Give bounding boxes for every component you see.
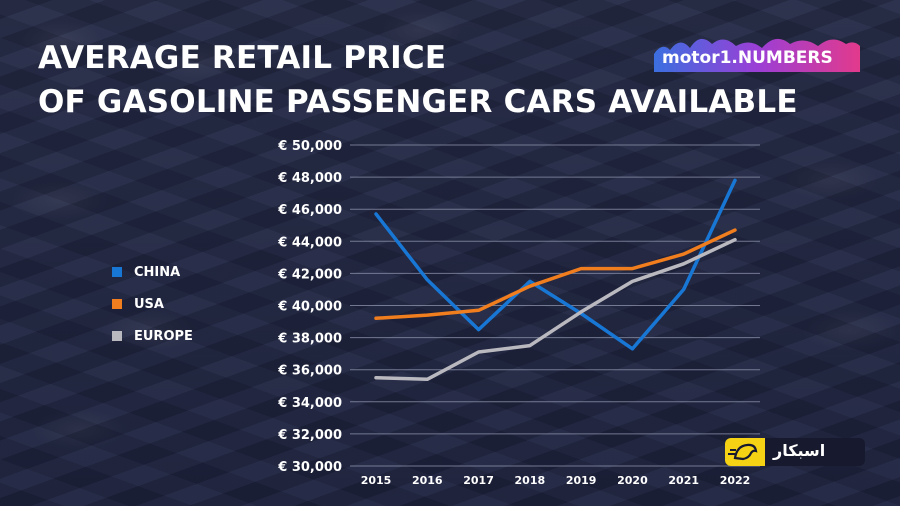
legend-label-usa: USA [134, 296, 164, 312]
x-tick-label: 2019 [566, 474, 597, 487]
legend-swatch-usa [112, 299, 122, 309]
legend-label-china: CHINA [134, 264, 181, 280]
horse-icon [725, 438, 765, 466]
watermark-text: اسبکار [773, 441, 826, 460]
x-tick-label: 2022 [720, 474, 751, 487]
y-axis-ticks: € 30,000 € 32,000 € 34,000 € 36,000 € 38,000… [277, 139, 342, 475]
legend-label-europe: EUROPE [134, 328, 193, 344]
logo-wave-graphic [654, 38, 860, 72]
y-tick-label: € 36,000 [277, 364, 342, 379]
y-tick-label: € 50,000 [277, 139, 342, 154]
watermark-badge: اسبکار [725, 438, 865, 466]
x-tick-label: 2016 [412, 474, 443, 487]
title-line-1: AVERAGE RETAIL PRICE [38, 40, 447, 76]
y-tick-label: € 40,000 [277, 300, 342, 315]
x-tick-label: 2018 [515, 474, 546, 487]
legend-item-europe: EUROPE [112, 320, 193, 352]
x-tick-label: 2020 [617, 474, 648, 487]
legend-item-usa: USA [112, 288, 193, 320]
legend: CHINA USA EUROPE [112, 256, 193, 352]
title-line-2: OF GASOLINE PASSENGER CARS AVAILABLE [38, 84, 798, 120]
x-tick-label: 2015 [361, 474, 392, 487]
series-line-usa [374, 228, 737, 321]
legend-item-china: CHINA [112, 256, 193, 288]
logo-text: motor1.NUMBERS [662, 48, 833, 68]
series-line-china [374, 178, 737, 351]
y-tick-label: € 42,000 [277, 267, 342, 282]
y-tick-label: € 38,000 [277, 332, 342, 347]
y-tick-label: € 48,000 [277, 171, 342, 186]
chart-title: AVERAGE RETAIL PRICE OF GASOLINE PASSENG… [38, 36, 798, 124]
x-tick-label: 2021 [668, 474, 699, 487]
y-tick-label: € 46,000 [277, 203, 342, 218]
y-tick-label: € 32,000 [277, 428, 342, 443]
x-axis-ticks: 2015 2016 2017 2018 2019 2020 2021 2022 [361, 474, 751, 487]
legend-swatch-china [112, 267, 122, 277]
series-lines [374, 178, 737, 382]
x-tick-label: 2017 [463, 474, 494, 487]
legend-swatch-europe [112, 331, 122, 341]
y-tick-label: € 34,000 [277, 396, 342, 411]
y-tick-label: € 30,000 [277, 460, 342, 475]
grid-lines [350, 144, 760, 467]
series-line-europe [374, 237, 737, 382]
y-tick-label: € 44,000 [277, 235, 342, 250]
motor1-numbers-logo: motor1.NUMBERS [654, 32, 860, 72]
